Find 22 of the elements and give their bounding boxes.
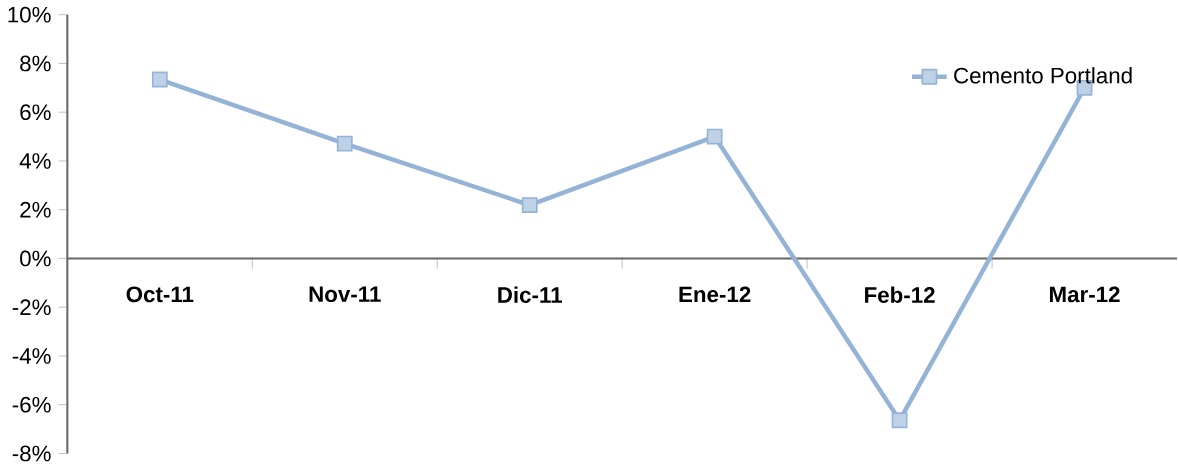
point	[891, 412, 908, 429]
y-tick-label: 10%	[8, 6, 51, 23]
point	[151, 71, 168, 88]
y-tick-label: 2%	[20, 201, 51, 218]
y-tick-label: -4%	[12, 348, 51, 364]
point	[521, 197, 538, 213]
legend-label: Cemento Portland	[954, 67, 1132, 84]
x-tick-label: Dic-11	[498, 286, 562, 303]
x-tick-label: Nov-11	[309, 286, 381, 303]
x-tick-label: Ene-12	[679, 286, 751, 303]
y-tick-label: 6%	[20, 104, 51, 121]
point	[336, 135, 353, 152]
y-tick-label: -2%	[12, 299, 51, 315]
y-tick-label: 0%	[20, 250, 51, 267]
y-tick-label: 8%	[20, 55, 51, 72]
y-tick-label: -6%	[12, 396, 51, 413]
y-tick-label: -8%	[12, 445, 51, 462]
y-tick-label: 4%	[19, 153, 51, 169]
x-tick-label: Mar-12	[1049, 286, 1120, 303]
x-tick-label: Oct-11	[126, 286, 194, 303]
x-tick-label: Feb-12	[865, 286, 935, 303]
point	[706, 128, 723, 145]
